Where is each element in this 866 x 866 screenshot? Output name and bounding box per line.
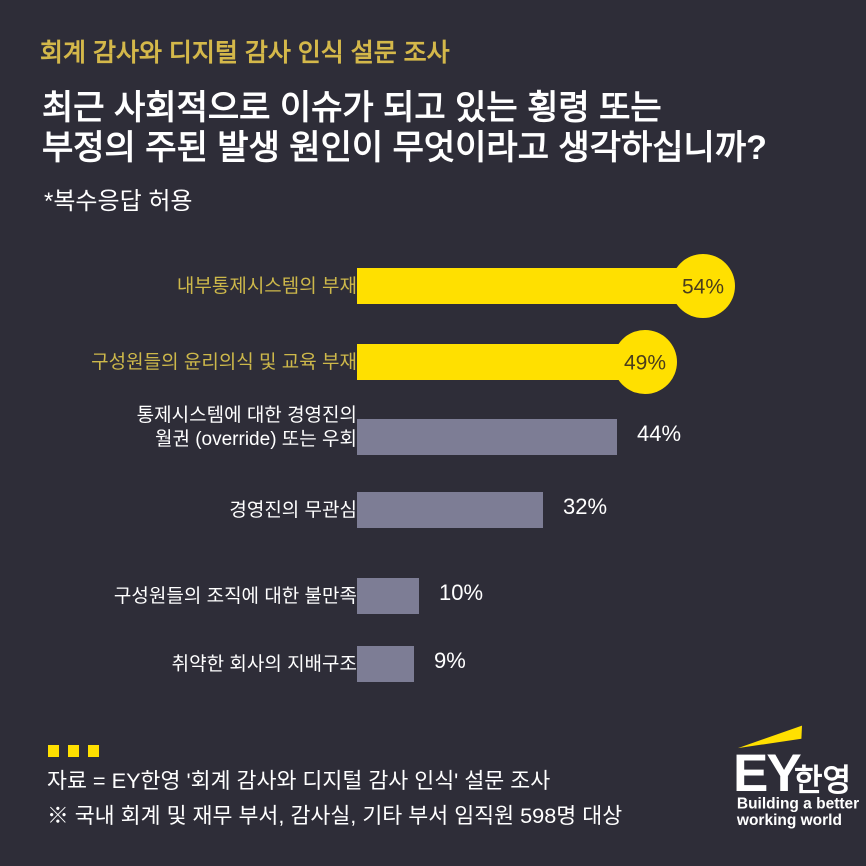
svg-text:working world: working world: [736, 812, 842, 829]
svg-text:49%: 49%: [624, 352, 666, 375]
svg-text:한영: 한영: [794, 763, 851, 798]
svg-text:EY: EY: [733, 744, 801, 803]
svg-text:54%: 54%: [682, 276, 724, 299]
svg-text:Building a better: Building a better: [737, 795, 859, 812]
